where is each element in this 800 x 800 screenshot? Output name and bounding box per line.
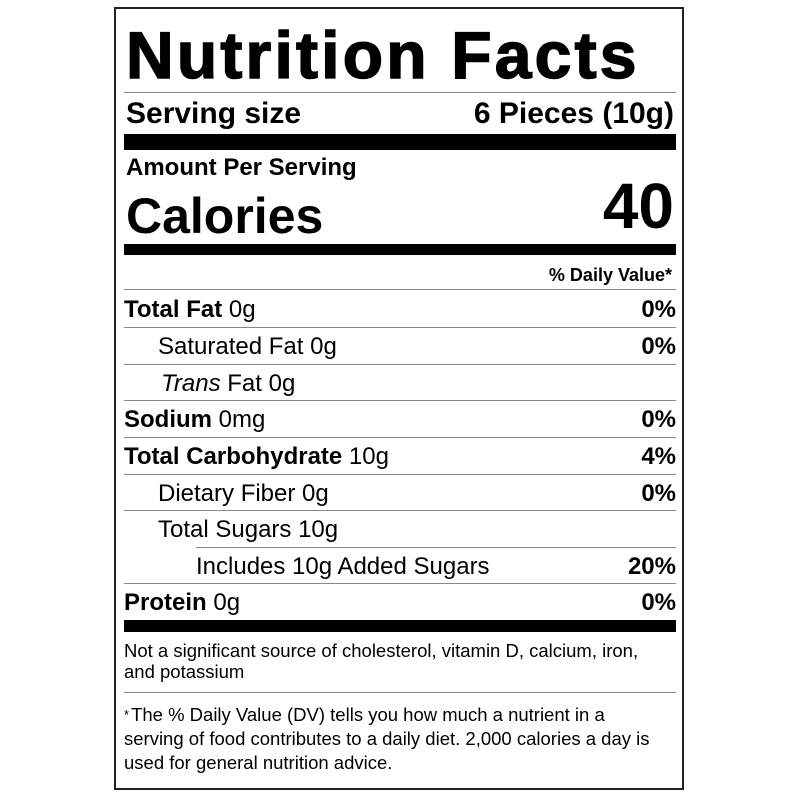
nutrient-dv: 0% (641, 333, 676, 360)
nutrient-dv: 4% (641, 443, 676, 470)
not-significant-note: Not a significant source of cholesterol,… (124, 640, 639, 682)
divider (124, 437, 676, 438)
nutrient-amount: 10g (348, 443, 389, 470)
thick-divider (124, 620, 676, 632)
nutrient-dv: 0% (641, 296, 676, 323)
nutrient-amount: 0g (228, 296, 256, 323)
divider (124, 692, 676, 693)
nutrient-name: Saturated Fat (158, 333, 304, 360)
nutrient-dv: 0% (641, 589, 676, 616)
nutrient-amount: 10g (298, 516, 339, 543)
nutrient-name: Fat (227, 370, 262, 397)
label-title: Nutrition Facts (125, 17, 640, 93)
amount-per-serving: Amount Per Serving (126, 154, 357, 181)
nutrient-row-total-carbohydrate: Total Carbohydrate 10g 4% (124, 439, 676, 475)
serving-size-row: Serving size 6 Pieces (10g) (126, 97, 674, 131)
divider (124, 92, 676, 93)
nutrient-name: Protein (124, 589, 207, 616)
calories-label: Calories (126, 188, 324, 244)
nutrient-row-dietary-fiber: Dietary Fiber 0g 0% (124, 476, 676, 512)
thick-divider (124, 134, 676, 150)
footnote-text: The % Daily Value (DV) tells you how muc… (124, 704, 650, 773)
daily-value-footnote: * The % Daily Value (DV) tells you how mu… (124, 703, 662, 775)
nutrient-amount: 0g (310, 333, 337, 360)
divider (124, 400, 676, 401)
divider (124, 327, 676, 328)
nutrient-name: Includes 10g Added Sugars (196, 553, 490, 580)
nutrient-name: Total Carbohydrate (124, 443, 343, 470)
nutrient-amount: 0g (302, 480, 329, 507)
nutrient-name: Dietary Fiber (158, 480, 296, 507)
nutrient-amount: 0mg (218, 406, 266, 433)
nutrient-row-protein: Protein 0g 0% (124, 585, 676, 621)
nutrient-name: Total Sugars (158, 516, 292, 543)
nutrient-row-saturated-fat: Saturated Fat 0g 0% (124, 329, 676, 365)
divider (124, 583, 676, 584)
divider (196, 547, 676, 548)
nutrient-name: Sodium (124, 406, 212, 433)
calories-value: 40 (602, 170, 674, 242)
nutrient-name: Total Fat (124, 296, 223, 323)
daily-value-header: % Daily Value* (548, 265, 672, 285)
serving-size-label: Serving size (126, 97, 302, 130)
nutrient-amount: 0g (268, 370, 296, 397)
medium-divider (124, 244, 676, 255)
nutrient-dv: 0% (641, 480, 676, 507)
divider (124, 510, 676, 511)
divider (124, 364, 676, 365)
footnote-asterisk: * (124, 707, 130, 722)
divider (124, 474, 676, 475)
nutrient-row-total-sugars: Total Sugars 10g (124, 512, 676, 548)
nutrient-dv: 20% (627, 553, 676, 580)
serving-size-value: 6 Pieces (10g) (473, 97, 674, 130)
nutrient-amount: 0g (213, 589, 241, 616)
nutrient-row-sodium: Sodium 0mg 0% (124, 402, 676, 438)
nutrition-facts-label: Nutrition Facts Serving size 6 Pieces (1… (114, 7, 684, 790)
nutrient-row-added-sugars: Includes 10g Added Sugars 20% (124, 549, 676, 585)
nutrient-name-italic: Trans (161, 370, 221, 397)
nutrient-row-trans-fat: Trans Fat 0g (124, 366, 676, 402)
nutrient-dv: 0% (641, 406, 676, 433)
nutrient-row-total-fat: Total Fat 0g 0% (124, 292, 676, 328)
divider (124, 289, 676, 290)
